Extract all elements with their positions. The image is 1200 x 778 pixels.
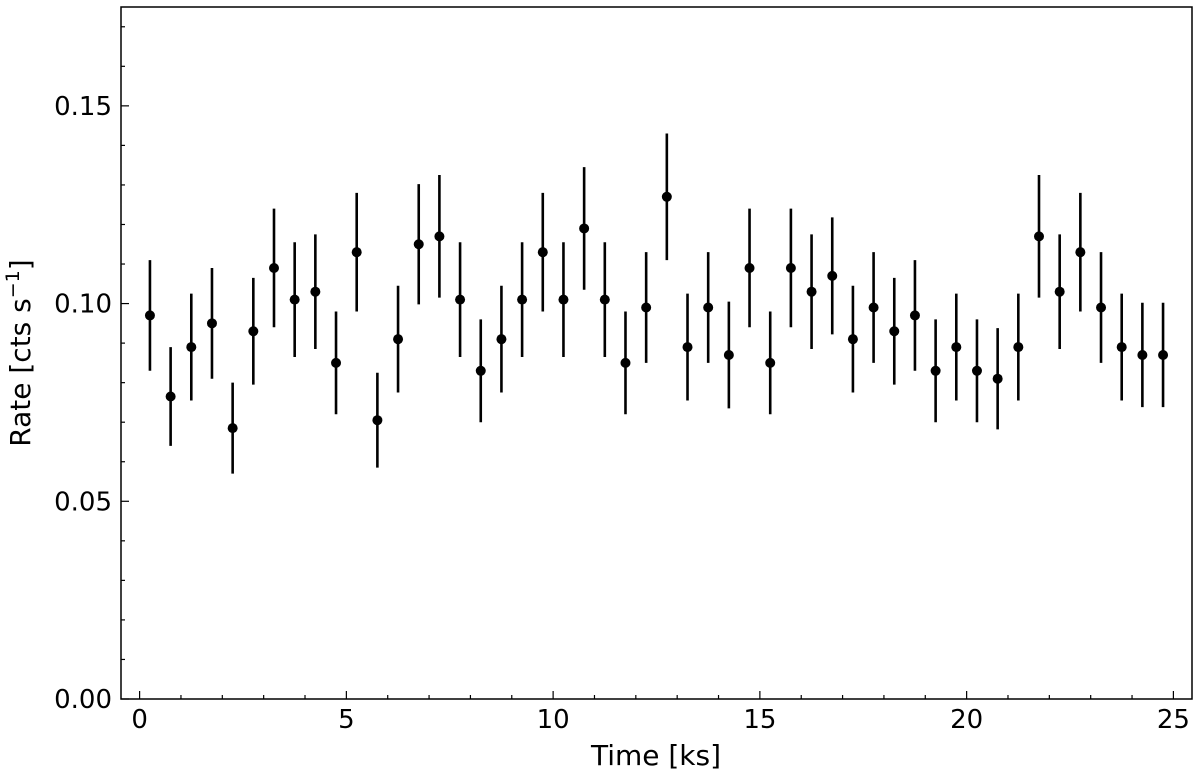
data-point — [661, 191, 672, 202]
data-point — [909, 310, 920, 321]
data-point — [827, 270, 838, 281]
x-tick-label: 5 — [338, 705, 355, 735]
data-point — [558, 294, 569, 305]
data-point — [1034, 231, 1044, 242]
y-axis-label-superscript: −1 — [2, 270, 24, 298]
data-point — [331, 357, 342, 368]
data-point — [496, 334, 507, 345]
x-axis-label: Time [ks] — [590, 739, 721, 772]
data-point — [579, 223, 590, 234]
data-point — [434, 231, 445, 242]
data-point — [517, 294, 528, 305]
data-point — [785, 262, 796, 273]
data-point — [1116, 342, 1127, 353]
data-point — [289, 294, 300, 305]
data-point — [1054, 286, 1065, 297]
data-point — [227, 423, 238, 434]
data-point — [248, 326, 259, 337]
data-point — [1013, 342, 1024, 353]
data-point — [186, 342, 197, 353]
data-point — [971, 365, 982, 376]
data-point — [455, 294, 466, 305]
y-tick-label: 0.00 — [54, 685, 112, 715]
data-point — [847, 334, 858, 345]
data-point — [393, 334, 404, 345]
data-point — [744, 262, 755, 273]
x-tick-label: 0 — [131, 705, 148, 735]
x-tick-label: 20 — [950, 705, 983, 735]
data-point — [889, 326, 900, 337]
data-point — [1096, 302, 1107, 313]
data-point — [310, 286, 321, 297]
data-point — [703, 302, 714, 313]
y-tick-label: 0.05 — [54, 487, 112, 517]
y-axis-label-main: Rate [cts s — [4, 298, 37, 446]
y-tick-label: 0.10 — [54, 290, 112, 320]
data-point — [682, 342, 693, 353]
data-point — [206, 318, 217, 329]
data-point — [165, 391, 176, 402]
y-axis-ticks: 0.00 0.05 0.10 0.15 — [54, 26, 129, 715]
data-point — [537, 247, 548, 258]
data-point — [868, 302, 879, 313]
plot-frame — [120, 6, 1193, 700]
data-point — [1158, 349, 1169, 360]
x-tick-label: 15 — [743, 705, 776, 735]
x-tick-label: 25 — [1157, 705, 1190, 735]
data-point — [269, 262, 279, 273]
data-point — [806, 286, 817, 297]
data-point — [765, 357, 776, 368]
x-tick-label: 10 — [537, 705, 570, 735]
data-point — [599, 294, 610, 305]
data-points — [144, 133, 1169, 474]
data-point — [641, 302, 652, 313]
data-point — [413, 239, 424, 250]
x-axis-ticks: 0 5 10 15 20 25 — [131, 691, 1190, 735]
data-point — [723, 349, 734, 360]
data-point — [1075, 247, 1086, 258]
data-point — [992, 373, 1003, 384]
data-point — [930, 365, 941, 376]
y-tick-label: 0.15 — [54, 92, 112, 122]
data-point — [144, 310, 155, 321]
data-point — [351, 247, 362, 258]
data-point — [475, 365, 486, 376]
data-point — [372, 415, 383, 426]
y-axis-label-close: ] — [4, 259, 37, 270]
y-axis-label: Rate [cts s−1] — [2, 259, 37, 446]
data-point — [620, 357, 631, 368]
data-point — [951, 342, 962, 353]
data-point — [1137, 349, 1148, 360]
